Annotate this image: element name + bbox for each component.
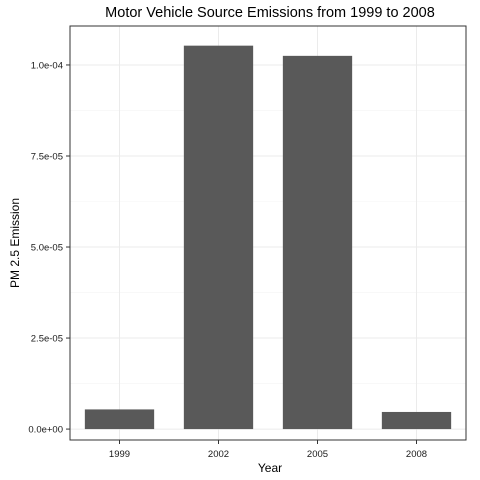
plot-panel — [69, 25, 467, 441]
y-tick-label: 2.5e-05 — [31, 334, 63, 345]
x-tick-label: 2005 — [307, 449, 328, 460]
x-tick-label: 2008 — [406, 449, 427, 460]
y-tick-label: 5.0e-05 — [31, 243, 63, 254]
y-tick-label: 1.0e-04 — [31, 60, 63, 71]
y-tick-label: 0.0e+00 — [28, 425, 63, 436]
y-axis-title: PM 2.5 Emission — [8, 198, 22, 288]
x-tick-label: 1999 — [109, 449, 130, 460]
bar-2005 — [282, 55, 353, 430]
y-tick-label: 7.5e-05 — [31, 151, 63, 162]
bar-2002 — [183, 45, 254, 430]
bar-1999 — [84, 409, 155, 430]
panel-border — [69, 25, 467, 441]
x-tick-label: 2002 — [208, 449, 229, 460]
bar-2008 — [381, 411, 452, 430]
chart-title: Motor Vehicle Source Emissions from 1999… — [105, 5, 435, 21]
x-axis-title: Year — [258, 461, 282, 475]
